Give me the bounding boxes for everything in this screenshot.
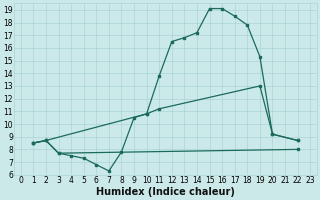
X-axis label: Humidex (Indice chaleur): Humidex (Indice chaleur): [96, 187, 235, 197]
